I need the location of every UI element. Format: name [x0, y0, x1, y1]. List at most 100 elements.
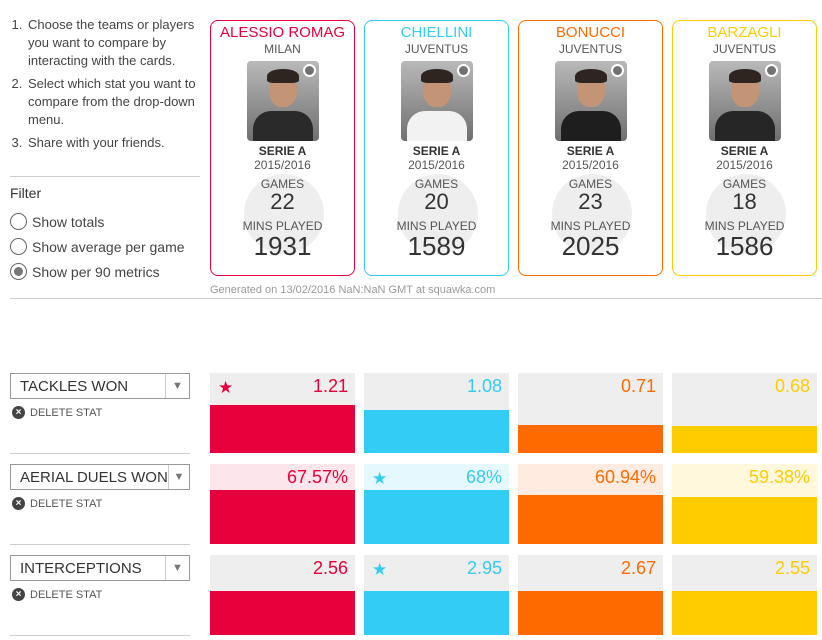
- hair-shape: [266, 69, 299, 83]
- swap-icon[interactable]: [610, 64, 624, 77]
- stat-value-cell: ★ 1.21: [210, 373, 355, 453]
- player-name[interactable]: CHIELLINI: [400, 24, 473, 41]
- stat-row: TACKLES WON ▼ × DELETE STAT ★ 1.21 1.08 0.71 0.6…: [0, 373, 822, 454]
- player-league[interactable]: SERIE A: [412, 144, 461, 158]
- stat-select[interactable]: TACKLES WON ▼: [10, 373, 190, 399]
- stat-bar: [518, 591, 663, 635]
- stat-value: 1.08: [466, 376, 502, 396]
- close-icon[interactable]: ×: [12, 497, 25, 510]
- radio-button[interactable]: [10, 213, 27, 230]
- player-season[interactable]: 2015/2016: [408, 158, 465, 172]
- swap-icon[interactable]: [764, 64, 778, 77]
- stat-value: 68%: [465, 467, 502, 487]
- mins-value: 1586: [715, 231, 774, 261]
- delete-stat-button[interactable]: × DELETE STAT: [12, 497, 102, 510]
- mins-value: 1589: [407, 231, 466, 261]
- player-name[interactable]: ALESSIO ROMAG: [219, 24, 346, 41]
- delete-stat-button[interactable]: × DELETE STAT: [12, 588, 102, 601]
- stat-value-cell: 2.55: [672, 555, 817, 635]
- row-divider: [10, 453, 190, 454]
- filter-divider: [10, 176, 200, 177]
- stat-bar: [364, 490, 509, 544]
- games-value: 18: [732, 189, 757, 214]
- stat-select[interactable]: AERIAL DUELS WON ▼: [10, 464, 190, 490]
- stat-value-cell: 0.68: [672, 373, 817, 453]
- stat-value-cell: 60.94%: [518, 464, 663, 544]
- player-card[interactable]: CHIELLINI JUVENTUS SERIE A 2015/2016 GAMES 20…: [364, 20, 509, 276]
- stat-value-cell: 59.38%: [672, 464, 817, 544]
- stat-value: 2.55: [774, 558, 810, 578]
- games-value: 22: [270, 189, 295, 214]
- games-value: 20: [424, 189, 449, 214]
- radio-show-totals[interactable]: Show totals: [10, 213, 104, 230]
- player-name[interactable]: BARZAGLI: [707, 24, 782, 41]
- chevron-down-icon[interactable]: ▼: [167, 465, 189, 489]
- stat-value: 1.21: [312, 376, 348, 396]
- player-league[interactable]: SERIE A: [258, 144, 307, 158]
- star-icon: ★: [372, 560, 388, 579]
- stat-select[interactable]: INTERCEPTIONS ▼: [10, 555, 190, 581]
- shirt-shape: [714, 111, 775, 141]
- delete-stat-label: DELETE STAT: [30, 588, 103, 601]
- close-icon[interactable]: ×: [12, 406, 25, 419]
- chevron-down-icon[interactable]: ▼: [165, 556, 189, 580]
- stat-row: AERIAL DUELS WON ▼ × DELETE STAT 67.57% ★ 68% 6…: [0, 464, 822, 545]
- player-photo: [400, 61, 473, 141]
- chevron-down-icon[interactable]: ▼: [165, 374, 189, 398]
- player-season[interactable]: 2015/2016: [716, 158, 773, 172]
- radio-label: Show average per game: [32, 238, 185, 255]
- games-circle: [398, 174, 478, 254]
- player-league[interactable]: SERIE A: [720, 144, 769, 158]
- player-league[interactable]: SERIE A: [566, 144, 615, 158]
- stat-select-label: INTERCEPTIONS: [20, 559, 142, 577]
- stat-bar: [364, 591, 509, 635]
- star-icon: ★: [218, 378, 234, 397]
- hair-shape: [420, 69, 453, 83]
- swap-icon[interactable]: [302, 64, 316, 77]
- player-card[interactable]: ALESSIO ROMAG MILAN SERIE A 2015/2016 GAMES 2…: [210, 20, 355, 276]
- instruction-3: Share with your friends.: [26, 134, 200, 152]
- stat-bar: [672, 426, 817, 453]
- stat-bar: [672, 591, 817, 635]
- radio-button[interactable]: [10, 238, 27, 255]
- section-divider: [10, 298, 822, 299]
- delete-stat-button[interactable]: × DELETE STAT: [12, 406, 102, 419]
- radio-show-per90[interactable]: Show per 90 metrics: [10, 263, 160, 280]
- player-card[interactable]: BARZAGLI JUVENTUS SERIE A 2015/2016 GAMES 18 M…: [672, 20, 817, 276]
- stat-bar: [518, 425, 663, 453]
- stat-bar: [210, 591, 355, 635]
- delete-stat-label: DELETE STAT: [30, 497, 103, 510]
- player-photo: [554, 61, 627, 141]
- games-label: GAMES: [414, 177, 459, 191]
- games-circle: [552, 174, 632, 254]
- radio-button-checked[interactable]: [10, 263, 27, 280]
- games-value: 23: [578, 189, 603, 214]
- stat-row: INTERCEPTIONS ▼ × DELETE STAT 2.56 ★ 2.95 2.67 2…: [0, 555, 822, 636]
- hair-shape: [728, 69, 761, 83]
- row-divider: [10, 544, 190, 545]
- stat-bar: [364, 410, 509, 453]
- player-club: JUVENTUS: [558, 42, 623, 56]
- radio-label: Show totals: [32, 213, 105, 230]
- stat-value: 2.56: [312, 558, 348, 578]
- delete-stat-label: DELETE STAT: [30, 406, 103, 419]
- player-card[interactable]: BONUCCI JUVENTUS SERIE A 2015/2016 GAMES 23 MI…: [518, 20, 663, 276]
- swap-icon[interactable]: [456, 64, 470, 77]
- stat-bar: [210, 405, 355, 453]
- mins-label: MINS PLAYED: [396, 219, 477, 233]
- games-circle: [244, 174, 324, 254]
- radio-label: Show per 90 metrics: [32, 263, 160, 280]
- stat-bar: [518, 495, 663, 544]
- stat-value: 2.95: [466, 558, 502, 578]
- close-icon[interactable]: ×: [12, 588, 25, 601]
- player-name[interactable]: BONUCCI: [555, 24, 626, 41]
- instructions: Choose the teams or players you want to …: [10, 16, 200, 157]
- instruction-1: Choose the teams or players you want to …: [26, 16, 200, 70]
- player-season[interactable]: 2015/2016: [562, 158, 619, 172]
- mins-value: 1931: [253, 231, 312, 261]
- games-circle: [706, 174, 786, 254]
- games-label: GAMES: [260, 177, 305, 191]
- filter-title: Filter: [10, 185, 42, 201]
- radio-show-average[interactable]: Show average per game: [10, 238, 185, 255]
- player-season[interactable]: 2015/2016: [254, 158, 311, 172]
